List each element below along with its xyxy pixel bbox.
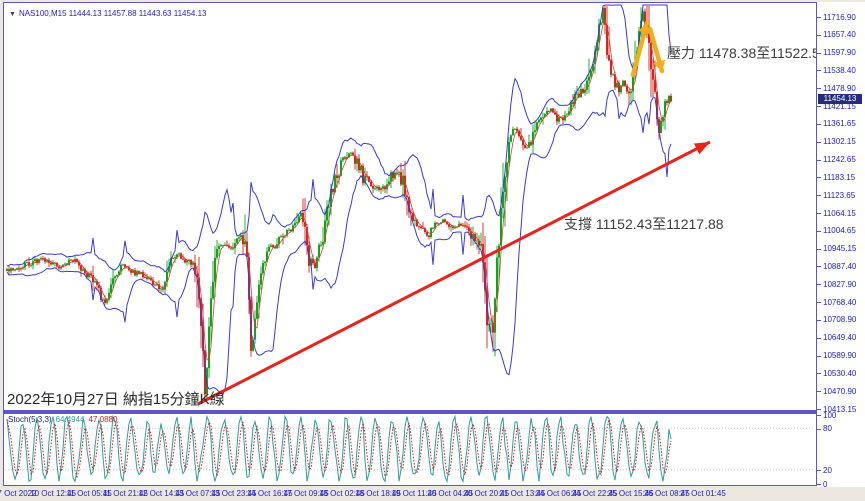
price-axis-label: 11242.65 xyxy=(823,155,856,165)
time-axis-label: 25 Oct 15:45 xyxy=(607,489,654,498)
time-axis-label: 24 Oct 06:45 xyxy=(535,489,582,498)
axis-tick xyxy=(817,88,821,90)
axis-tick xyxy=(817,302,821,304)
axis-tick xyxy=(817,319,821,321)
price-axis-label: 10413.15 xyxy=(823,404,857,414)
resistance-annotation: 壓力 11478.38至11522.58 xyxy=(667,45,817,61)
current-price-tag: 11454.13 xyxy=(818,94,862,104)
time-axis-label: 21 Oct 13:45 xyxy=(499,489,546,498)
stoch-chart-canvas[interactable] xyxy=(4,414,814,484)
axis-tick xyxy=(817,355,821,357)
price-axis-label: 10589.90 xyxy=(823,351,857,361)
price-axis-label: 11183.15 xyxy=(823,172,856,182)
axis-tick xyxy=(817,230,821,232)
price-axis-label: 11597.90 xyxy=(823,48,856,58)
axis-tick xyxy=(817,141,821,143)
time-axis-label: 20 Oct 04:45 xyxy=(427,489,474,498)
price-axis-label: 10887.40 xyxy=(823,261,857,271)
price-axis-label: 10768.40 xyxy=(823,297,857,307)
time-axis-label: 14 Oct 16:45 xyxy=(246,489,293,498)
symbol-ohlc-text: NAS100,M15 11444.13 11457.88 11443.63 11… xyxy=(18,9,207,18)
price-axis-label: 10470.90 xyxy=(823,386,857,396)
price-axis-label: 11657.40 xyxy=(823,30,856,40)
axis-tick xyxy=(817,177,821,179)
time-axis-label: 7 Oct 2022 xyxy=(0,489,37,498)
time-axis-label: 24 Oct 22:45 xyxy=(571,489,618,498)
price-axis-label: 11478.90 xyxy=(823,83,856,93)
symbol-info-line: ▼ NAS100,M15 11444.13 11457.88 11443.63 1… xyxy=(9,9,207,18)
chart-caption: 2022年10月27日 納指15分鐘K線 xyxy=(7,391,225,408)
axis-tick xyxy=(817,391,821,393)
price-axis-label: 11716.90 xyxy=(823,12,856,22)
axis-tick xyxy=(817,415,821,416)
axis-tick xyxy=(817,248,821,250)
price-axis-label: 10530.40 xyxy=(823,368,857,378)
symbol-dropdown-icon[interactable]: ▼ xyxy=(9,11,16,18)
axis-tick xyxy=(817,409,821,411)
price-axis[interactable] xyxy=(817,2,865,487)
time-axis-label: 18 Oct 02:45 xyxy=(318,489,365,498)
price-axis-label: 10945.15 xyxy=(823,244,857,254)
axis-tick xyxy=(817,123,821,125)
price-axis-label: 11421.15 xyxy=(823,101,856,111)
time-axis-label: 11 Oct 21:45 xyxy=(102,489,148,498)
price-axis-label: 10649.40 xyxy=(823,333,857,343)
main-chart-canvas[interactable] xyxy=(4,3,816,410)
time-axis-label: 10 Oct 12:45 xyxy=(30,489,76,498)
axis-tick xyxy=(817,213,821,215)
stoch-panel[interactable]: Stoch(5,3,3) 64.4944 47.0880 xyxy=(3,414,817,486)
axis-tick xyxy=(817,373,821,375)
price-axis-label: 11302.15 xyxy=(823,137,856,147)
time-axis-label: 11 Oct 05:45 xyxy=(66,489,112,498)
price-axis-label: 10827.90 xyxy=(823,279,857,289)
axis-tick xyxy=(817,34,821,36)
time-axis-label: 13 Oct 07:45 xyxy=(174,489,221,498)
time-axis-label: 26 Oct 08:45 xyxy=(643,489,690,498)
stoch-axis-label: 100 xyxy=(823,410,837,420)
time-axis-label: 17 Oct 09:45 xyxy=(282,489,329,498)
stoch-axis-label: 20 xyxy=(823,465,832,475)
price-axis-label: 11123.65 xyxy=(823,190,856,200)
axis-tick xyxy=(817,106,821,108)
price-axis-label: 11064.15 xyxy=(823,208,856,218)
stoch-axis-label: 0 xyxy=(823,479,828,489)
time-axis-label: 20 Oct 20:45 xyxy=(463,489,510,498)
stoch-legend: Stoch(5,3,3) 64.4944 47.0880 xyxy=(8,415,117,424)
axis-tick xyxy=(817,159,821,161)
price-axis-label: 10708.90 xyxy=(823,315,857,325)
axis-tick xyxy=(817,266,821,268)
axis-tick xyxy=(817,337,821,339)
price-axis-label: 11004.65 xyxy=(823,226,856,236)
axis-tick xyxy=(817,470,821,472)
axis-tick xyxy=(817,17,821,18)
time-axis-label: 19 Oct 11:45 xyxy=(391,489,437,498)
axis-tick xyxy=(817,484,821,486)
stoch-main-value: 64.4944 xyxy=(55,415,85,424)
time-axis-label: 12 Oct 14:45 xyxy=(138,489,185,498)
axis-tick xyxy=(817,70,821,72)
panel-separator[interactable] xyxy=(3,410,817,414)
price-axis-label: 11538.40 xyxy=(823,65,856,75)
stoch-signal-value: 47.0880 xyxy=(88,415,118,424)
stoch-indicator-name: Stoch(5,3,3) xyxy=(8,415,52,424)
axis-tick xyxy=(817,284,821,286)
price-axis-label: 11361.65 xyxy=(823,119,856,129)
time-axis-label: 27 Oct 01:45 xyxy=(679,489,726,498)
axis-tick xyxy=(817,195,821,197)
time-axis-label: 13 Oct 23:45 xyxy=(210,489,257,498)
stoch-axis-label: 80 xyxy=(823,424,832,434)
time-axis-label: 18 Oct 18:45 xyxy=(355,489,401,498)
axis-tick xyxy=(817,52,821,54)
main-chart-panel[interactable]: ▼ NAS100,M15 11444.13 11457.88 11443.63 1… xyxy=(3,2,817,411)
axis-tick xyxy=(817,428,821,430)
support-annotation: 支撐 11152.43至11217.88 xyxy=(564,216,724,232)
